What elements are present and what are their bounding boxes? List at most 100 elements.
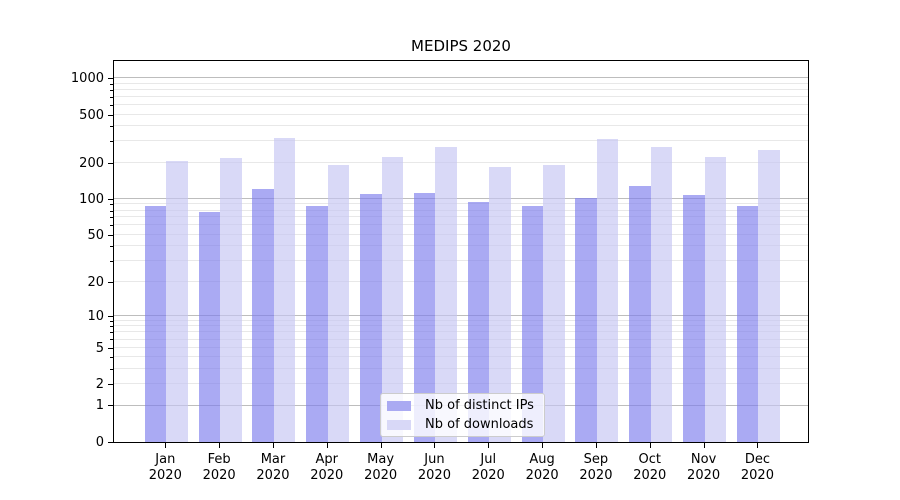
x-tick-label-month: May	[367, 452, 395, 467]
y-minor-tick-mark-3	[110, 368, 113, 370]
x-tick-label-apr-2020: Apr 2020	[299, 452, 355, 484]
legend-item-distinct-ips: Nb of distinct IPs	[387, 398, 544, 413]
y-minor-tick-mark-6	[110, 339, 113, 341]
x-tick-mark-may	[380, 443, 382, 448]
y-tick-mark-20	[108, 281, 113, 283]
bar-nb-of-distinct-ips-aug	[521, 206, 544, 442]
y-tick-mark-0	[108, 442, 113, 443]
y-tick-label-2: 2	[95, 377, 104, 393]
x-tick-label-month: Jul	[480, 452, 497, 467]
y-tick-mark-10	[108, 315, 113, 317]
legend-swatch-downloads-icon	[387, 419, 411, 430]
x-tick-label-year: 2020	[740, 468, 774, 483]
bar-nb-of-downloads-may	[381, 156, 404, 442]
x-tick-label-year: 2020	[579, 468, 613, 483]
y-tick-mark-1	[108, 405, 113, 407]
gridline-minor-70	[114, 216, 808, 218]
x-tick-mark-jul	[488, 443, 490, 448]
y-tick-label-10: 10	[87, 308, 104, 324]
y-minor-tick-mark-60	[110, 225, 113, 227]
x-tick-label-year: 2020	[310, 468, 344, 483]
x-tick-label-jan-2020: Jan 2020	[137, 452, 193, 484]
x-tick-label-nov-2020: Nov 2020	[676, 452, 732, 484]
y-tick-mark-500	[108, 114, 113, 116]
gridline-minor-600	[114, 103, 808, 105]
y-tick-label-1000: 1000	[70, 71, 104, 87]
bar-nb-of-distinct-ips-jul	[467, 202, 490, 442]
y-minor-tick-mark-7	[110, 332, 113, 334]
y-tick-label-5: 5	[95, 340, 104, 356]
y-tick-label-500: 500	[79, 107, 104, 123]
gridline-minor-8	[114, 325, 808, 327]
gridline-minor-4	[114, 356, 808, 358]
x-tick-mark-oct	[649, 443, 651, 448]
bar-nb-of-downloads-apr	[327, 165, 350, 442]
x-tick-label-oct-2020: Oct 2020	[622, 452, 678, 484]
y-tick-mark-2	[108, 384, 113, 386]
y-tick-mark-200	[108, 162, 113, 164]
x-tick-label-dec-2020: Dec 2020	[729, 452, 785, 484]
x-tick-label-month: Apr	[315, 452, 339, 467]
x-tick-label-month: Aug	[529, 452, 555, 467]
x-tick-mark-jan	[165, 443, 167, 448]
legend: Nb of distinct IPs Nb of downloads	[380, 393, 545, 437]
bar-nb-of-distinct-ips-nov	[683, 194, 705, 442]
bar-nb-of-downloads-jun	[435, 146, 457, 442]
bar-nb-of-downloads-nov	[704, 156, 727, 442]
gridline-minor-60	[114, 224, 808, 226]
x-tick-mark-nov	[703, 443, 705, 448]
gridline-minor-30	[114, 260, 808, 262]
gridline-minor-20	[114, 280, 808, 282]
chart-title: MEDIPS 2020	[411, 37, 511, 55]
legend-swatch-distinct-ips-icon	[387, 400, 411, 411]
plot-area: Nb of distinct IPs Nb of downloads	[113, 60, 809, 443]
y-minor-tick-mark-8	[110, 326, 113, 328]
y-minor-tick-mark-800	[110, 89, 113, 91]
gridline-minor-40	[114, 245, 808, 247]
y-tick-mark-1000	[108, 78, 113, 80]
x-tick-mark-mar	[272, 443, 274, 448]
gridline-major-100	[114, 197, 808, 199]
y-tick-mark-5	[108, 347, 113, 349]
bar-nb-of-downloads-dec	[758, 150, 780, 442]
bar-nb-of-downloads-feb	[220, 158, 242, 442]
y-minor-tick-mark-600	[110, 104, 113, 106]
x-tick-label-year: 2020	[148, 468, 182, 483]
gridline-major-10	[114, 314, 808, 316]
x-tick-label-month: Mar	[260, 452, 286, 467]
bar-nb-of-downloads-sep	[596, 139, 619, 442]
y-minor-tick-mark-70	[110, 217, 113, 219]
x-tick-label-year: 2020	[364, 468, 398, 483]
x-tick-label-year: 2020	[687, 468, 721, 483]
gridline-minor-3	[114, 367, 808, 369]
y-minor-tick-mark-700	[110, 96, 113, 98]
y-minor-tick-mark-40	[110, 246, 113, 248]
x-tick-label-month: Jan	[155, 452, 176, 467]
x-tick-label-year: 2020	[633, 468, 667, 483]
y-tick-mark-100	[108, 198, 113, 200]
y-minor-tick-mark-80	[110, 210, 113, 212]
y-minor-tick-mark-400	[110, 126, 113, 128]
bar-nb-of-distinct-ips-feb	[198, 211, 221, 442]
y-tick-label-200: 200	[79, 155, 104, 171]
y-minor-tick-mark-300	[110, 141, 113, 143]
x-tick-label-month: Dec	[744, 452, 770, 467]
x-tick-label-may-2020: May 2020	[353, 452, 409, 484]
gridline-minor-9	[114, 319, 808, 321]
gridline-minor-6	[114, 338, 808, 340]
gridline-minor-900	[114, 82, 808, 84]
bar-nb-of-downloads-jan	[166, 161, 188, 442]
y-tick-mark-50	[108, 234, 113, 236]
gridline-minor-2	[114, 383, 808, 385]
gridline-minor-5	[114, 346, 808, 348]
x-tick-label-month: Sep	[583, 452, 609, 467]
x-tick-label-month: Nov	[690, 452, 717, 467]
x-tick-label-year: 2020	[525, 468, 559, 483]
bar-nb-of-distinct-ips-jan	[144, 205, 167, 442]
y-minor-tick-mark-4	[110, 357, 113, 359]
x-tick-label-month: Feb	[207, 452, 231, 467]
y-tick-label-0: 0	[95, 435, 104, 450]
bar-nb-of-downloads-jul	[489, 166, 511, 442]
x-tick-label-month: Oct	[638, 452, 661, 467]
